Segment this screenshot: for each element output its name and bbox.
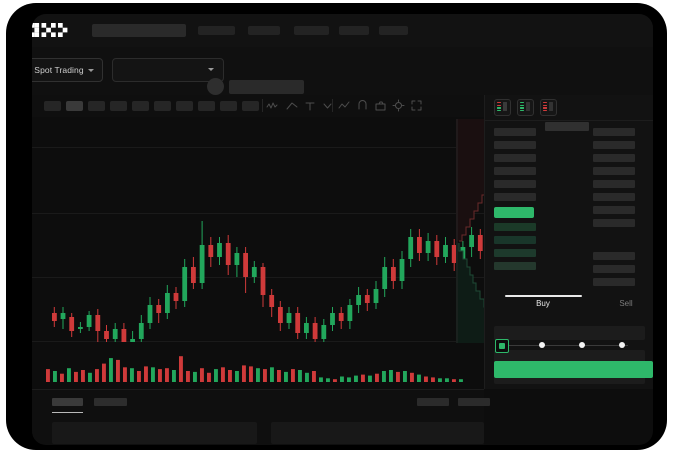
timeframe-pill-9[interactable] [220,101,237,111]
text-annotate-icon[interactable] [304,99,317,112]
magnet-icon[interactable] [356,99,369,112]
orderbook-divider [485,120,653,121]
orderbook-ask-row[interactable] [494,141,536,149]
volume-histogram [46,356,463,382]
orders-tab-2[interactable] [94,398,127,406]
market-header: Spot Trading [32,47,653,95]
orderbook-both-icon[interactable] [494,99,511,116]
orderbook-detail-row[interactable] [593,265,635,273]
toolbar-divider [262,99,263,112]
orderbook-detail-row[interactable] [593,193,635,201]
orders-content-block [271,422,484,444]
timeframe-pill-10[interactable] [242,101,259,111]
stepper-step-4[interactable] [619,342,625,348]
order-form-tabs: Buy Sell [485,295,653,319]
candlestick-series [52,221,483,342]
timeframe-pill-6[interactable] [154,101,171,111]
settings-gear-icon[interactable] [392,99,405,112]
coin-avatar-icon [207,78,224,95]
orderbook-panel: Buy Sell [484,95,653,389]
orderbook-ask-row[interactable] [494,154,536,162]
chevron-down-icon[interactable] [321,99,334,112]
orderbook-detail-row[interactable] [593,278,635,286]
nav-link-2[interactable] [248,26,280,35]
orderbook-highlight-row[interactable] [494,207,534,218]
stepper-step-3[interactable] [579,342,585,348]
orderbook-detail-row[interactable] [593,252,635,260]
chevron-down-icon [87,68,94,72]
timeframe-pill-7[interactable] [176,101,193,111]
fullscreen-icon[interactable] [410,99,423,112]
nav-link-4[interactable] [339,26,369,35]
orders-panel [32,389,490,445]
device-bezel: Spot Trading [6,3,667,450]
orderbook-detail-row[interactable] [593,180,635,188]
orderbook-ask-row[interactable] [494,193,536,201]
chart-gridline [32,341,484,342]
orderbook-ask-row[interactable] [494,180,536,188]
global-search-input[interactable] [92,24,186,37]
orders-filter-1[interactable] [417,398,449,406]
orderbook-bid-row[interactable] [494,262,536,270]
chart-gridline [32,277,484,278]
timeframe-pill-8[interactable] [198,101,215,111]
tab-sell[interactable]: Sell [619,299,633,308]
trading-mode-label: Spot Trading [34,65,84,75]
top-nav-links [198,26,408,35]
okx-pixel-logo-icon[interactable] [32,23,69,37]
orderbook-bid-row[interactable] [494,236,536,244]
camera-icon[interactable] [374,99,387,112]
orderbook-ask-row[interactable] [494,128,536,136]
orderbook-ask-row[interactable] [494,167,536,175]
timeframe-pill-3[interactable] [88,101,105,111]
timeframe-pill-4[interactable] [110,101,127,111]
orderbook-bid-row[interactable] [494,249,536,257]
pair-name-placeholder [229,80,304,94]
stepper-track [503,345,628,346]
nav-link-5[interactable] [379,26,408,35]
trading-mode-button[interactable]: Spot Trading [32,58,103,82]
orderbook-display-modes [494,99,557,116]
chart-gridline [32,213,484,214]
stepper-step-2[interactable] [539,342,545,348]
orderbook-detail-row[interactable] [593,154,635,162]
order-form-field[interactable] [494,350,645,364]
orders-tab-active-underline [52,412,83,414]
orderbook-column-header [545,122,589,131]
orderbook-detail-row[interactable] [593,141,635,149]
device-screen: Spot Trading [32,14,653,445]
orderbook-detail-row[interactable] [593,206,635,214]
orders-content-block [52,422,257,444]
orders-filter-2[interactable] [458,398,490,406]
price-chart[interactable] [32,117,484,389]
orderbook-bid-row[interactable] [494,223,536,231]
active-tab-underline [505,295,582,297]
orderbook-detail-row[interactable] [593,167,635,175]
nav-link-1[interactable] [198,26,235,35]
orderbook-detail-row[interactable] [593,128,635,136]
onboarding-stepper [484,334,653,368]
toolbar-divider [332,99,333,112]
compare-line-icon[interactable] [338,99,351,112]
stepper-step-1-active[interactable] [495,339,509,353]
orders-tab-1[interactable] [52,398,83,406]
trading-pair-select[interactable] [112,58,224,82]
order-form-field[interactable] [494,326,645,340]
orderbook-detail-row[interactable] [593,219,635,227]
stepper-active-fill [499,343,505,349]
orderbook-bids-icon[interactable] [517,99,534,116]
trendline-icon[interactable] [286,99,299,112]
tab-buy[interactable]: Buy [536,299,550,308]
chevron-down-icon [208,68,214,71]
timeframe-pill-2[interactable] [66,101,83,111]
primary-cta-button[interactable] [494,361,653,378]
indicator-wave-icon[interactable] [266,99,279,112]
timeframe-pill-5[interactable] [132,101,149,111]
chart-gridline [32,147,484,148]
nav-link-3[interactable] [294,26,329,35]
top-navigation-bar [32,14,653,47]
timeframe-pill-1[interactable] [44,101,61,111]
orderbook-asks-icon[interactable] [540,99,557,116]
